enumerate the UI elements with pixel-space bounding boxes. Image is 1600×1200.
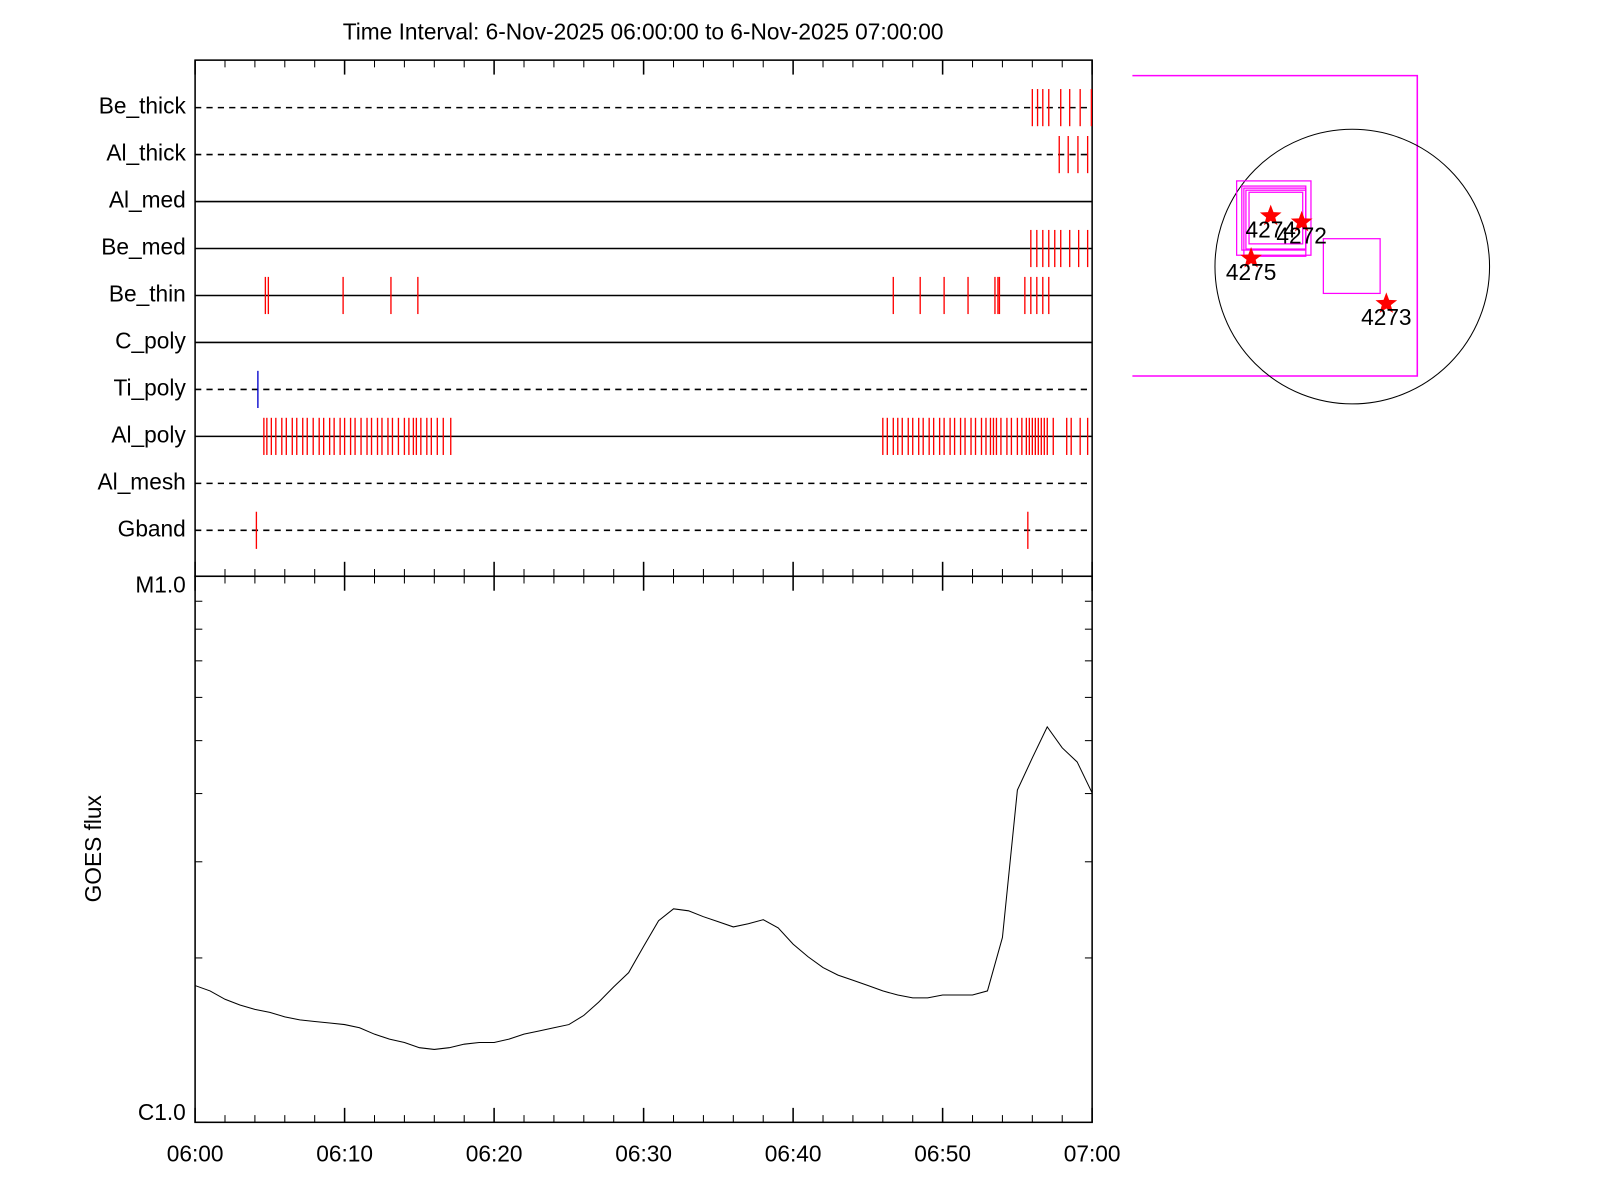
region-box [1322,238,1381,295]
y-tick-label: C1.0 [138,1099,186,1125]
x-tick-label: 06:50 [914,1140,971,1166]
flux-line [194,725,1093,1050]
chart-title: Time Interval: 6-Nov-2025 06:00:00 to 6-… [343,18,944,44]
x-tick-label: 06:40 [765,1140,822,1166]
row-label: Ti_poly [114,374,187,400]
region-label: 4272 [1276,223,1326,249]
row-label: Be_thin [109,280,186,306]
row-label: Gband [118,515,186,541]
row-label: Al_thick [106,140,186,166]
bottom-panel-frame [194,575,1093,1124]
top-panel-frame [194,59,1093,578]
row-label: Al_poly [111,421,186,447]
region-star [1240,246,1262,268]
x-tick-label: 06:20 [466,1140,523,1166]
row-label: C_poly [115,327,186,353]
region-star [1259,204,1282,226]
region-box [1236,180,1312,256]
region-label: 4274 [1245,216,1295,242]
x-tick-label: 06:00 [167,1140,224,1166]
row-label: Al_mesh [98,468,186,494]
x-tick-label: 06:30 [615,1140,672,1166]
row-label: Be_med [101,234,186,260]
row-label: Al_med [109,187,186,213]
region-star [1290,210,1313,232]
solar-disk [1214,128,1491,405]
field-of-view [1132,74,1419,377]
y-axis-label: GOES flux [80,795,106,903]
y-tick-label: M1.0 [135,572,185,598]
region-label: 4275 [1226,259,1276,285]
x-tick-label: 06:10 [316,1140,373,1166]
region-star [1375,292,1398,313]
x-tick-label: 07:00 [1064,1140,1121,1166]
row-label: Be_thick [99,93,187,119]
region-label: 4273 [1361,304,1411,330]
